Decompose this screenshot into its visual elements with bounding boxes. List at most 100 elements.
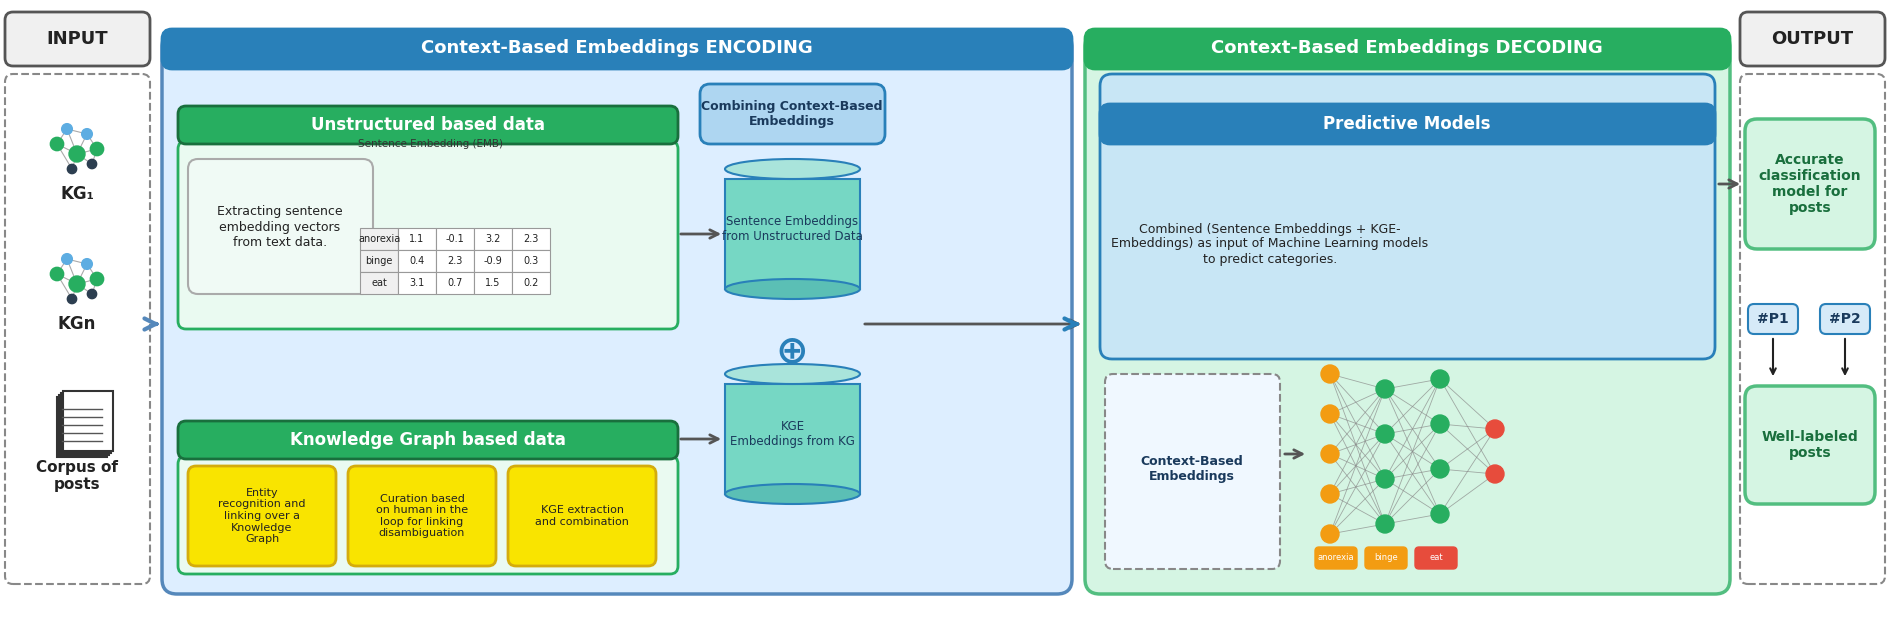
Ellipse shape [725, 159, 861, 179]
Circle shape [1375, 470, 1394, 488]
Circle shape [1430, 415, 1449, 433]
Circle shape [81, 259, 93, 270]
FancyBboxPatch shape [1364, 547, 1408, 569]
Circle shape [68, 146, 85, 162]
FancyBboxPatch shape [178, 141, 677, 329]
Text: 0.3: 0.3 [524, 256, 539, 266]
Text: 1.5: 1.5 [486, 278, 501, 288]
Text: 3.1: 3.1 [409, 278, 424, 288]
Bar [475, 272, 513, 294]
Circle shape [1430, 505, 1449, 523]
FancyBboxPatch shape [6, 12, 149, 66]
FancyBboxPatch shape [178, 456, 677, 574]
Text: Corpus of
posts: Corpus of posts [36, 460, 117, 492]
Text: ⊕: ⊕ [776, 332, 808, 370]
Text: 0.7: 0.7 [447, 278, 464, 288]
FancyBboxPatch shape [1741, 74, 1884, 584]
Circle shape [62, 254, 72, 265]
Circle shape [1375, 425, 1394, 443]
FancyBboxPatch shape [1099, 74, 1714, 359]
Text: -0.1: -0.1 [447, 234, 464, 244]
Text: Entity
recognition and
linking over a
Knowledge
Graph: Entity recognition and linking over a Kn… [218, 488, 307, 544]
Circle shape [1321, 365, 1340, 383]
Circle shape [1485, 420, 1504, 438]
Circle shape [68, 276, 85, 292]
Text: OUTPUT: OUTPUT [1771, 30, 1852, 48]
Text: Context-Based Embeddings DECODING: Context-Based Embeddings DECODING [1211, 39, 1603, 57]
Text: Predictive Models: Predictive Models [1323, 115, 1491, 133]
Circle shape [91, 272, 104, 286]
FancyBboxPatch shape [1820, 304, 1869, 334]
FancyBboxPatch shape [62, 391, 114, 451]
Circle shape [1430, 370, 1449, 388]
Circle shape [87, 290, 96, 299]
FancyBboxPatch shape [1084, 29, 1729, 69]
Text: binge: binge [365, 256, 394, 266]
Bar [359, 228, 397, 250]
Circle shape [68, 295, 78, 304]
Text: Unstructured based data: Unstructured based data [310, 116, 545, 134]
Text: INPUT: INPUT [45, 30, 108, 48]
Text: Context-Based Embeddings ENCODING: Context-Based Embeddings ENCODING [422, 39, 814, 57]
Bar [397, 272, 435, 294]
FancyBboxPatch shape [6, 74, 149, 584]
Bar [397, 228, 435, 250]
Ellipse shape [725, 279, 861, 299]
Circle shape [81, 129, 93, 139]
Circle shape [1321, 445, 1340, 463]
FancyBboxPatch shape [1744, 119, 1875, 249]
FancyBboxPatch shape [1415, 547, 1457, 569]
Circle shape [1485, 465, 1504, 483]
Text: 0.4: 0.4 [409, 256, 424, 266]
Bar [397, 250, 435, 272]
FancyBboxPatch shape [187, 466, 337, 566]
Circle shape [1321, 405, 1340, 423]
FancyBboxPatch shape [163, 32, 1073, 594]
Bar [435, 272, 475, 294]
Text: binge: binge [1374, 553, 1398, 562]
Circle shape [1375, 515, 1394, 533]
Ellipse shape [725, 364, 861, 384]
Text: #P1: #P1 [1758, 312, 1788, 326]
Bar [435, 250, 475, 272]
Bar [435, 228, 475, 250]
FancyBboxPatch shape [1084, 32, 1729, 594]
Text: Sentence Embeddings
from Unstructured Data: Sentence Embeddings from Unstructured Da… [723, 215, 863, 243]
Circle shape [1321, 485, 1340, 503]
FancyBboxPatch shape [348, 466, 496, 566]
Text: Combining Context-Based
Embeddings: Combining Context-Based Embeddings [702, 100, 884, 128]
Bar [475, 228, 513, 250]
Text: anorexia: anorexia [1317, 553, 1355, 562]
Text: Context-Based
Embeddings: Context-Based Embeddings [1141, 455, 1243, 483]
FancyBboxPatch shape [178, 421, 677, 459]
FancyBboxPatch shape [1741, 12, 1884, 66]
Text: KG₁: KG₁ [61, 185, 95, 203]
Text: Sentence Embedding (EMB): Sentence Embedding (EMB) [358, 139, 503, 149]
FancyBboxPatch shape [61, 393, 112, 453]
Text: 2.3: 2.3 [524, 234, 539, 244]
Text: 3.2: 3.2 [486, 234, 501, 244]
Bar [725, 179, 861, 289]
Text: 0.2: 0.2 [524, 278, 539, 288]
Circle shape [1430, 460, 1449, 478]
Circle shape [1375, 380, 1394, 398]
Circle shape [1321, 525, 1340, 543]
FancyBboxPatch shape [1744, 386, 1875, 504]
FancyBboxPatch shape [1105, 374, 1281, 569]
Text: Knowledge Graph based data: Knowledge Graph based data [289, 431, 566, 449]
Circle shape [68, 164, 78, 173]
Bar [513, 250, 551, 272]
Text: eat: eat [371, 278, 388, 288]
Text: 1.1: 1.1 [409, 234, 424, 244]
Text: anorexia: anorexia [358, 234, 399, 244]
Bar [359, 272, 397, 294]
Text: KGE extraction
and combination: KGE extraction and combination [535, 505, 628, 527]
FancyBboxPatch shape [187, 159, 373, 294]
Bar [513, 272, 551, 294]
FancyBboxPatch shape [57, 397, 108, 457]
Text: -0.9: -0.9 [484, 256, 503, 266]
Circle shape [62, 124, 72, 134]
Bar [475, 250, 513, 272]
FancyBboxPatch shape [59, 395, 110, 455]
Circle shape [51, 137, 64, 150]
